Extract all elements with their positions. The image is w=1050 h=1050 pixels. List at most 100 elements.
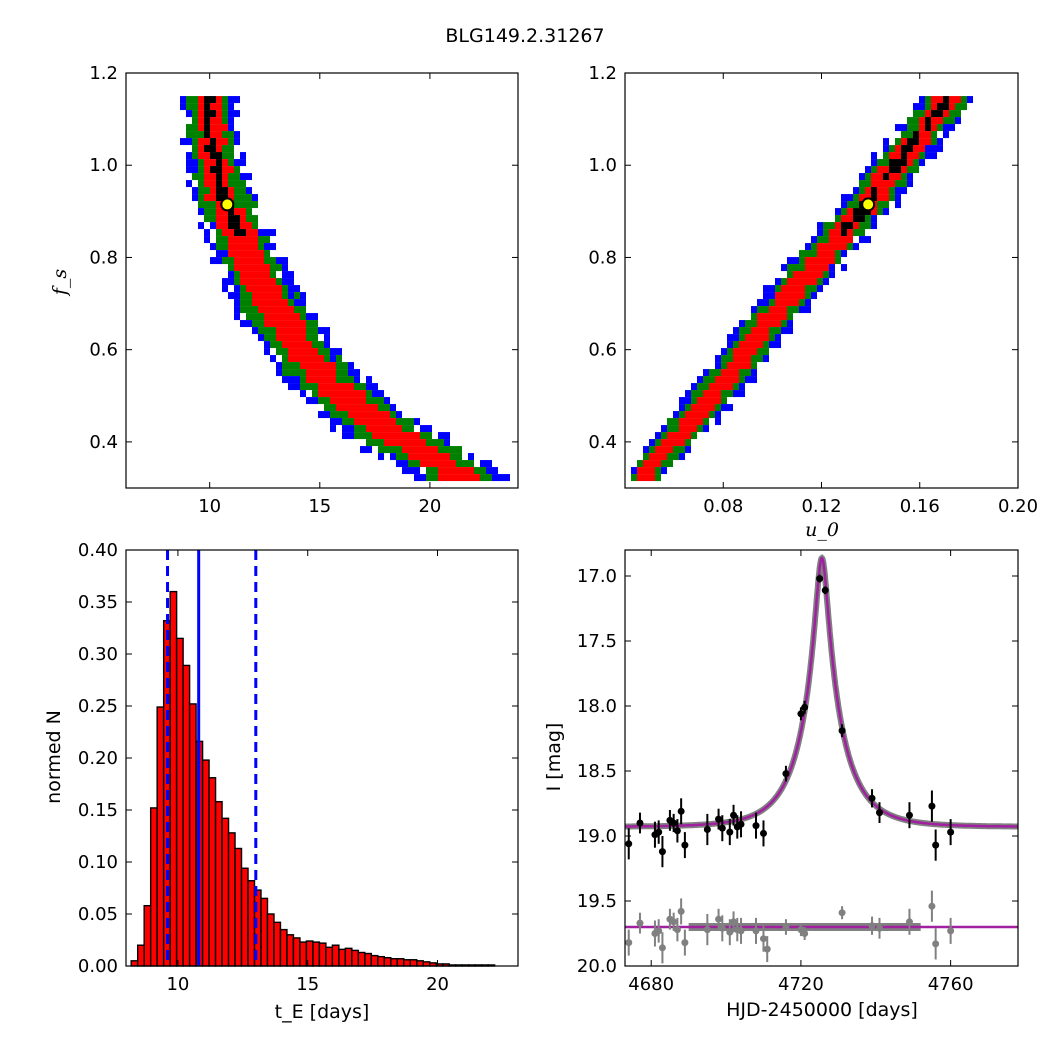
density-cell-level-2	[414, 432, 420, 440]
density-cell-level-2	[793, 292, 799, 300]
density-cell-level-2	[366, 418, 372, 426]
density-cell-level-4	[276, 362, 282, 370]
density-cell-level-3	[913, 117, 919, 125]
density-cell-level-3	[264, 236, 270, 244]
density-cell-level-3	[907, 166, 913, 174]
density-cell-level-2	[739, 355, 745, 363]
density-cell-level-4	[703, 425, 709, 433]
density-cell-level-2	[715, 390, 721, 398]
density-cell-level-2	[931, 117, 937, 125]
histogram-bar	[214, 800, 223, 967]
density-cell-level-3	[210, 208, 216, 216]
density-cell-level-3	[877, 201, 883, 209]
density-cell-level-1	[895, 166, 901, 174]
density-cell-level-2	[270, 306, 276, 314]
density-cell-level-2	[877, 180, 883, 188]
density-cell-level-4	[685, 446, 691, 454]
density-cell-level-2	[294, 334, 300, 342]
density-cell-level-4	[426, 425, 432, 433]
density-cell-level-4	[841, 201, 847, 209]
histogram-bar	[370, 954, 379, 967]
density-cell-level-4	[763, 285, 769, 293]
density-cell-level-3	[258, 243, 264, 251]
density-cell-level-1	[222, 194, 228, 202]
density-cell-level-3	[228, 145, 234, 153]
density-cell-level-4	[817, 222, 823, 230]
density-cell-level-2	[330, 397, 336, 405]
density-cell-level-3	[216, 243, 222, 251]
density-cell-level-2	[649, 460, 655, 468]
density-cell-level-2	[228, 187, 234, 195]
density-cell-level-2	[691, 418, 697, 426]
density-cell-level-3	[805, 292, 811, 300]
density-cell-level-3	[781, 320, 787, 328]
density-cell-level-2	[661, 453, 667, 461]
density-cell-level-2	[745, 362, 751, 370]
density-cell-level-3	[312, 334, 318, 342]
density-cell-level-3	[348, 418, 354, 426]
density-cell-level-2	[294, 348, 300, 356]
residual-point	[677, 907, 685, 915]
density-cell-level-1	[913, 138, 919, 146]
data-point	[759, 829, 767, 837]
density-cell-level-3	[354, 432, 360, 440]
density-cell-level-2	[294, 341, 300, 349]
density-cell-level-2	[234, 236, 240, 244]
histogram-bar	[357, 951, 366, 967]
density-cell-level-2	[282, 327, 288, 335]
density-cell-level-3	[312, 383, 318, 391]
density-cell-level-3	[270, 271, 276, 279]
density-cell-level-3	[234, 201, 240, 209]
density-cell-level-2	[270, 285, 276, 293]
density-cell-level-2	[661, 439, 667, 447]
density-cell-level-3	[300, 369, 306, 377]
density-cell-level-4	[366, 376, 372, 384]
density-cell-level-2	[222, 124, 228, 132]
density-cell-level-2	[925, 110, 931, 118]
density-cell-level-1	[210, 145, 216, 153]
density-cell-level-2	[805, 257, 811, 265]
density-cell-level-3	[234, 271, 240, 279]
density-cell-level-2	[877, 166, 883, 174]
density-cell-level-2	[360, 390, 366, 398]
density-cell-level-4	[240, 159, 246, 167]
density-cell-level-4	[366, 446, 372, 454]
density-cell-level-4	[234, 285, 240, 293]
density-cell-level-2	[336, 397, 342, 405]
density-cell-level-2	[691, 411, 697, 419]
density-cell-level-2	[264, 285, 270, 293]
density-cell-level-1	[216, 173, 222, 181]
density-cell-level-3	[192, 138, 198, 146]
density-cell-level-1	[925, 117, 931, 125]
density-cell-level-3	[769, 334, 775, 342]
density-cell-level-2	[210, 159, 216, 167]
density-cell-level-3	[853, 229, 859, 237]
density-cell-level-2	[282, 320, 288, 328]
density-cell-level-3	[372, 439, 378, 447]
density-cell-level-4	[733, 327, 739, 335]
histogram-bar	[344, 947, 353, 967]
xlabel-tE: t_E [days]	[275, 1001, 370, 1023]
histogram-bar	[292, 937, 301, 967]
density-cell-level-2	[925, 138, 931, 146]
density-cell-level-3	[733, 341, 739, 349]
density-cell-level-2	[240, 215, 246, 223]
density-cell-level-2	[228, 236, 234, 244]
density-cell-level-3	[240, 285, 246, 293]
density-cell-level-2	[282, 299, 288, 307]
density-cell-level-2	[679, 418, 685, 426]
density-cell-level-3	[637, 460, 643, 468]
density-cell-level-3	[811, 250, 817, 258]
density-cell-level-2	[685, 425, 691, 433]
density-cell-level-3	[721, 397, 727, 405]
density-cell-level-3	[835, 250, 841, 258]
density-cell-level-3	[252, 306, 258, 314]
y-tick-label: 1.0	[588, 155, 617, 176]
density-cell-level-2	[426, 446, 432, 454]
density-cell-level-3	[288, 362, 294, 370]
density-cell-level-2	[210, 124, 216, 132]
histogram-bar	[390, 958, 398, 967]
density-cell-level-3	[318, 341, 324, 349]
density-cell-level-3	[378, 446, 384, 454]
density-cell-level-4	[282, 271, 288, 279]
